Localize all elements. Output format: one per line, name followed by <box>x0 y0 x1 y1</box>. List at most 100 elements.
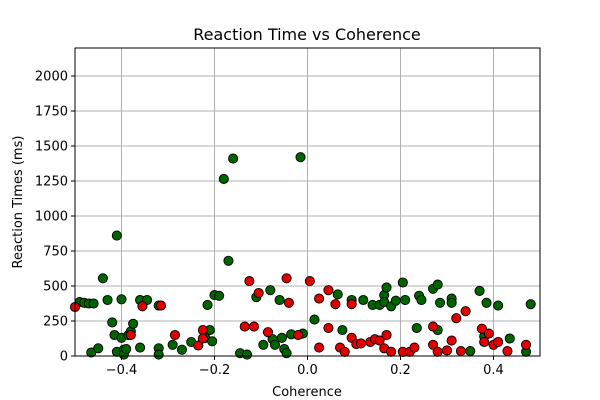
data-point <box>197 333 208 344</box>
data-point <box>314 342 325 353</box>
data-point <box>381 282 392 293</box>
series-1 <box>69 273 532 357</box>
data-point <box>479 336 490 348</box>
data-point <box>244 276 255 287</box>
data-point <box>460 306 471 317</box>
data-point <box>441 345 453 356</box>
y-tick-label: 750 <box>43 245 68 260</box>
data-point <box>390 295 401 306</box>
data-point <box>432 346 443 357</box>
data-point <box>314 293 325 304</box>
data-point <box>102 294 113 306</box>
data-point <box>295 152 306 163</box>
x-tick-label: −0.4 <box>106 363 138 378</box>
data-point <box>339 346 350 357</box>
x-tick-label: −0.2 <box>199 363 231 378</box>
data-point <box>202 299 213 310</box>
data-point <box>121 343 132 355</box>
data-point <box>293 329 304 341</box>
data-point <box>504 333 515 344</box>
data-point <box>446 297 457 308</box>
y-tick-label: 1000 <box>35 210 68 225</box>
data-point <box>281 273 292 284</box>
data-point <box>309 314 320 325</box>
data-point <box>474 285 485 296</box>
data-point <box>323 285 334 296</box>
data-point <box>283 297 294 308</box>
data-point <box>214 290 225 301</box>
data-point <box>502 346 513 357</box>
data-point <box>525 299 536 310</box>
y-tick-label: 1250 <box>35 175 68 190</box>
x-tick-labels: −0.4 −0.2 0.0 0.2 0.4 <box>106 363 504 378</box>
data-point <box>169 329 181 341</box>
y-tick-label: 250 <box>43 315 68 330</box>
data-point <box>346 299 357 310</box>
y-tick-label: 0 <box>60 350 68 365</box>
data-point <box>337 325 348 336</box>
data-point <box>135 342 146 353</box>
data-point <box>374 335 385 346</box>
data-point <box>128 318 139 329</box>
data-point <box>167 339 178 350</box>
data-point <box>241 349 253 360</box>
data-point <box>381 329 392 341</box>
data-point <box>323 322 334 334</box>
data-point <box>269 339 281 350</box>
data-point <box>493 336 504 348</box>
data-point <box>483 328 494 339</box>
data-point <box>432 279 443 290</box>
data-point <box>427 321 439 332</box>
y-tick-labels: 0 250 500 750 1000 1250 1500 1750 2000 <box>35 70 68 365</box>
data-point <box>248 321 260 332</box>
data-point <box>97 273 108 284</box>
data-point <box>355 338 367 349</box>
x-tick-label: 0.2 <box>390 363 411 378</box>
data-point <box>332 289 343 300</box>
data-point <box>228 153 239 164</box>
data-point <box>265 285 276 296</box>
data-point <box>111 230 122 241</box>
data-point <box>155 300 167 311</box>
data-point <box>358 294 369 306</box>
data-point <box>400 294 411 306</box>
data-point <box>125 329 136 341</box>
x-tick-label: 0.4 <box>483 363 504 378</box>
data-point <box>304 276 315 287</box>
data-point <box>197 325 208 336</box>
data-point <box>218 173 229 184</box>
data-point <box>193 340 204 351</box>
data-point <box>262 327 274 338</box>
data-point <box>446 335 457 346</box>
data-point <box>465 346 476 357</box>
y-axis-label: Reaction Times (ms) <box>11 136 26 269</box>
data-point <box>176 344 187 355</box>
series-0 <box>74 152 536 360</box>
data-point <box>521 339 532 350</box>
data-point <box>223 255 234 266</box>
axis-ticks <box>71 75 494 360</box>
data-point <box>330 299 341 310</box>
y-tick-label: 500 <box>43 280 68 295</box>
data-point <box>411 322 422 334</box>
data-point <box>397 277 408 288</box>
y-tick-label: 1500 <box>35 140 68 155</box>
data-point <box>153 349 164 360</box>
data-point <box>434 297 446 308</box>
x-tick-label: 0.0 <box>297 363 318 378</box>
data-point <box>253 287 264 299</box>
data-point <box>276 332 287 343</box>
data-point <box>386 346 397 357</box>
data-point <box>416 294 427 306</box>
data-point <box>93 343 104 354</box>
data-point <box>427 339 439 350</box>
data-point <box>409 342 420 353</box>
data-point <box>258 339 269 350</box>
data-point <box>274 294 285 306</box>
data-point <box>493 300 504 311</box>
y-tick-label: 2000 <box>35 70 68 85</box>
y-tick-label: 1750 <box>35 105 68 120</box>
data-point <box>137 301 148 312</box>
data-point <box>116 294 127 305</box>
